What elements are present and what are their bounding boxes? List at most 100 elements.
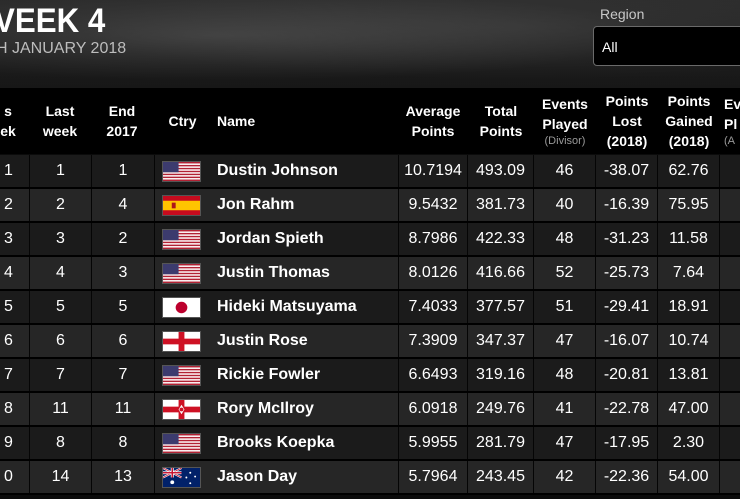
rank-cell: 8 [0,393,30,425]
rank-cell: 0 [0,461,30,493]
end-2017-cell: 11 [92,393,155,425]
header-events-played[interactable]: Events Played (Divisor) [542,96,588,147]
points-gained-cell: 62.76 [658,155,720,187]
average-points-cell: 7.3909 [398,325,468,357]
events-played-cell: 47 [534,325,596,357]
player-name-link[interactable]: Brooks Koepka [217,434,335,451]
average-points-cell: 5.9955 [398,427,468,459]
last-week-cell: 11 [30,393,92,425]
player-name-link[interactable]: Jason Day [217,468,298,485]
usa-flag-icon [162,263,201,284]
england-flag-icon [162,331,201,352]
points-gained-cell: 10.74 [658,325,720,357]
points-lost-cell: -22.36 [596,461,658,493]
player-name-link[interactable]: Justin Thomas [217,264,330,281]
rank-cell: 3 [0,223,30,255]
page-subtitle: H JANUARY 2018 [0,40,127,57]
table-row[interactable]: 2 2 4 9.5432 381.73 40 -16.39 75.95 Jon Rahm [0,189,740,223]
points-lost-cell: -17.95 [596,427,658,459]
player-name-link[interactable]: Jordan Spieth [217,230,324,247]
end-2017-cell: 3 [92,257,155,289]
header-total-points[interactable]: Total Points [479,103,523,139]
average-points-cell: 8.0126 [398,257,468,289]
total-points-cell: 249.76 [468,393,534,425]
average-points-cell: 5.7964 [398,461,468,493]
header-average-points[interactable]: Average Points [405,103,461,139]
end-2017-cell: 6 [92,325,155,357]
player-name-link[interactable]: Rory McIlroy [217,400,314,417]
player-name-link[interactable]: Justin Rose [217,332,308,349]
points-gained-cell: 2.30 [658,427,720,459]
total-points-cell: 416.66 [468,257,534,289]
end-2017-cell: 5 [92,291,155,323]
table-row[interactable]: 6 6 6 7.3909 347.37 47 -16.07 10.74 Justin Rose [0,325,740,359]
rank-cell: 1 [0,155,30,187]
usa-flag-icon [162,161,201,182]
total-points-cell: 243.45 [468,461,534,493]
total-points-cell: 493.09 [468,155,534,187]
points-lost-cell: -20.81 [596,359,658,391]
header-end-2017[interactable]: End 2017 [106,103,138,139]
end-2017-cell: 8 [92,427,155,459]
total-points-cell: 281.79 [468,427,534,459]
points-lost-cell: -31.23 [596,223,658,255]
table-row[interactable]: 8 11 11 6.0918 249.76 41 -22.78 47.00 Rory McIlr… [0,393,740,427]
points-gained-cell: 11.58 [658,223,720,255]
spain-flag-icon [162,195,201,216]
total-points-cell: 347.37 [468,325,534,357]
events-played-cell: 51 [534,291,596,323]
rank-cell: 2 [0,189,30,221]
last-week-cell: 1 [30,155,92,187]
points-gained-cell: 18.91 [658,291,720,323]
region-select[interactable]: All [593,26,740,66]
usa-flag-icon [162,229,201,250]
header-rank[interactable]: s ek [0,103,16,139]
table-row[interactable]: 4 4 3 8.0126 416.66 52 -25.73 7.64 Justin Thomas [0,257,740,291]
header-name[interactable]: Name [217,113,256,129]
last-week-cell: 5 [30,291,92,323]
player-name-link[interactable]: Hideki Matsuyama [217,298,357,315]
last-week-cell: 7 [30,359,92,391]
rank-cell: 5 [0,291,30,323]
last-week-cell: 3 [30,223,92,255]
header-points-gained[interactable]: Points Gained (2018) [665,93,713,149]
average-points-cell: 7.4033 [398,291,468,323]
end-2017-cell: 1 [92,155,155,187]
header-points-lost[interactable]: Points Lost (2018) [605,93,649,149]
table-row[interactable]: 1 1 1 10.7194 493.09 46 -38.07 62.76 Dustin John… [0,155,740,189]
average-points-cell: 10.7194 [398,155,468,187]
points-lost-cell: -22.78 [596,393,658,425]
events-played-cell: 47 [534,427,596,459]
table-row[interactable]: 5 5 5 7.4033 377.57 51 -29.41 18.91 Hideki Matsu… [0,291,740,325]
player-name-link[interactable]: Dustin Johnson [217,162,338,179]
table-row[interactable]: 0 14 13 5.7964 243.45 42 -22.36 54.00 Jason Day [0,461,740,495]
table-header: s ek Last week End 2017 Ctry Name Averag… [0,88,740,154]
events-played-cell: 46 [534,155,596,187]
rank-cell: 6 [0,325,30,357]
end-2017-cell: 13 [92,461,155,493]
northern-ireland-flag-icon [162,399,201,420]
end-2017-cell: 7 [92,359,155,391]
header-events-partial[interactable]: Eve Pl (A [724,96,740,147]
points-lost-cell: -29.41 [596,291,658,323]
events-played-cell: 40 [534,189,596,221]
points-lost-cell: -38.07 [596,155,658,187]
events-played-cell: 48 [534,359,596,391]
table-row[interactable]: 7 7 7 6.6493 319.16 48 -20.81 13.81 Rickie Fowle… [0,359,740,393]
player-name-link[interactable]: Rickie Fowler [217,366,321,383]
player-name-link[interactable]: Jon Rahm [217,196,295,213]
usa-flag-icon [162,433,201,454]
events-played-cell: 52 [534,257,596,289]
header-country[interactable]: Ctry [168,113,197,129]
average-points-cell: 6.6493 [398,359,468,391]
table-row[interactable]: 9 8 8 5.9955 281.79 47 -17.95 2.30 Brooks Koepka [0,427,740,461]
header-last-week[interactable]: Last week [42,103,78,139]
end-2017-cell: 2 [92,223,155,255]
events-played-cell: 42 [534,461,596,493]
end-2017-cell: 4 [92,189,155,221]
points-lost-cell: -16.39 [596,189,658,221]
australia-flag-icon [162,467,201,488]
events-played-cell: 41 [534,393,596,425]
page-title: VEEK 4 [0,2,106,40]
table-row[interactable]: 3 3 2 8.7986 422.33 48 -31.23 11.58 Jordan Spiet… [0,223,740,257]
